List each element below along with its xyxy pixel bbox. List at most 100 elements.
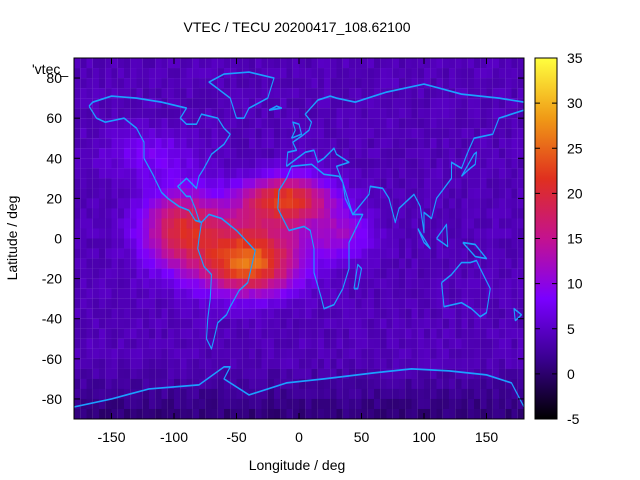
heatmap-cell [355, 318, 362, 329]
heatmap-cell [242, 88, 250, 99]
heatmap-cell [180, 138, 187, 149]
heatmap-cell [180, 348, 187, 359]
heatmap-cell [161, 388, 168, 400]
heatmap-cell [449, 378, 456, 390]
heatmap-cell [449, 408, 456, 419]
heatmap-cell [192, 78, 200, 89]
heatmap-cell [480, 88, 487, 99]
heatmap-cell [299, 58, 306, 69]
heatmap-cell [261, 378, 268, 390]
heatmap-cell [330, 178, 337, 189]
heatmap-cell [480, 378, 487, 390]
heatmap-cell [411, 198, 418, 209]
x-tick-label: 150 [475, 429, 499, 445]
heatmap-cell [386, 278, 393, 289]
heatmap-cell [199, 188, 206, 199]
heatmap-cell [286, 378, 293, 390]
heatmap-cell [117, 298, 125, 309]
heatmap-cell [374, 78, 381, 89]
heatmap-cell [80, 208, 87, 219]
heatmap-cell [474, 338, 481, 349]
heatmap-cell [442, 228, 450, 239]
heatmap-cell [492, 388, 500, 400]
heatmap-cell [211, 388, 218, 400]
heatmap-cell [299, 278, 306, 289]
heatmap-cell [136, 398, 143, 410]
heatmap-cell [261, 108, 268, 119]
heatmap-cell [399, 108, 406, 119]
heatmap-cell [230, 248, 237, 259]
heatmap-cell [305, 128, 312, 139]
heatmap-cell [211, 298, 218, 309]
heatmap-cell [405, 318, 412, 329]
heatmap-cell [99, 388, 106, 400]
heatmap-cell [342, 278, 350, 289]
heatmap-cell [111, 368, 118, 379]
heatmap-cell [499, 388, 506, 400]
heatmap-cell [449, 348, 456, 359]
heatmap-cell [405, 198, 412, 209]
heatmap-cell [330, 408, 337, 419]
heatmap-cell [449, 78, 456, 89]
heatmap-cell [130, 388, 137, 400]
heatmap-cell [486, 108, 493, 119]
heatmap-cell [205, 348, 212, 359]
heatmap-cell [380, 338, 387, 349]
heatmap-cell [242, 178, 250, 189]
heatmap-cell [486, 138, 493, 149]
heatmap-cell [280, 238, 287, 249]
heatmap-cell [436, 158, 443, 169]
heatmap-cell [449, 238, 456, 249]
heatmap-cell [474, 218, 481, 229]
heatmap-cell [236, 408, 243, 419]
heatmap-cell [374, 138, 381, 149]
heatmap-cell [467, 348, 475, 359]
heatmap-cell [405, 238, 412, 249]
heatmap-cell [142, 348, 150, 359]
heatmap-cell [186, 298, 193, 309]
heatmap-cell [286, 78, 293, 89]
heatmap-cell [292, 298, 300, 309]
heatmap-cell [311, 108, 318, 119]
heatmap-cell [255, 318, 262, 329]
heatmap-cell [180, 338, 187, 349]
heatmap-cell [317, 178, 325, 189]
heatmap-cell [74, 398, 81, 410]
heatmap-cell [411, 248, 418, 259]
heatmap-cell [224, 268, 231, 279]
heatmap-cell [261, 88, 268, 99]
heatmap-cell [199, 228, 206, 239]
heatmap-cell [267, 158, 275, 169]
heatmap-cell [486, 128, 493, 139]
heatmap-cell [511, 278, 518, 289]
heatmap-cell [205, 218, 212, 229]
heatmap-cell [199, 138, 206, 149]
heatmap-cell [186, 88, 193, 99]
heatmap-cell [486, 358, 493, 369]
heatmap-cell [74, 288, 81, 299]
heatmap-cell [511, 188, 518, 199]
heatmap-cell [199, 338, 206, 349]
heatmap-cell [155, 298, 162, 309]
heatmap-cell [336, 258, 343, 269]
heatmap-cell [386, 388, 393, 400]
heatmap-cell [274, 368, 281, 379]
heatmap-cell [249, 348, 256, 359]
heatmap-cell [374, 98, 381, 109]
heatmap-cell [336, 348, 343, 359]
heatmap-cell [161, 178, 168, 189]
heatmap-cell [192, 248, 200, 259]
heatmap-cell [474, 288, 481, 299]
heatmap-cell [492, 338, 500, 349]
heatmap-cell [305, 88, 312, 99]
heatmap-cell [430, 98, 437, 109]
heatmap-cell [336, 228, 343, 239]
heatmap-cell [367, 88, 375, 99]
heatmap-cell [380, 208, 387, 219]
heatmap-cell [155, 98, 162, 109]
heatmap-cell [80, 168, 87, 179]
heatmap-cell [424, 398, 431, 410]
heatmap-cell [305, 408, 312, 419]
heatmap-cell [355, 188, 362, 199]
heatmap-cell [480, 408, 487, 419]
